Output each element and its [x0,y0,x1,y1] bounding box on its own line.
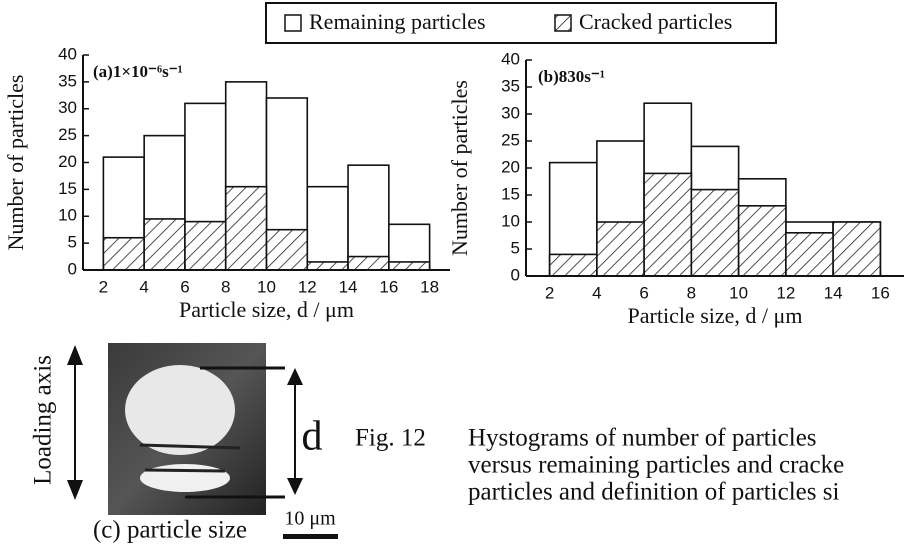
crack [139,443,241,450]
cracked-bar [184,220,227,271]
dimension-label: d [302,414,323,460]
legend-label: Cracked particles [579,9,732,34]
arrow-head [287,478,303,495]
loading-axis-label: Loading axis [30,355,57,485]
x-tick-label: 12 [298,277,317,296]
cracked-bar [347,255,390,271]
y-tick-label: 40 [501,49,520,68]
x-tick-label: 8 [221,277,230,296]
x-tick-label: 10 [257,277,276,296]
cracked-bar [690,188,740,277]
x-tick-label: 18 [420,277,439,296]
remaining-bar [306,185,349,271]
caption-line: Hystograms of number of particles [468,425,817,452]
crack [144,468,226,473]
cracked-bar [643,172,693,277]
cracked-bar [224,185,268,271]
cracked-bar [306,261,349,271]
caption-line: versus remaining particles and cracke [468,452,844,479]
particle [125,365,235,455]
y-tick-label: 35 [58,71,77,90]
y-tick-label: 15 [501,184,520,203]
legend-swatch [554,14,572,32]
legend: Remaining particles Cracked particles [284,9,732,34]
x-tick-label: 6 [639,283,648,302]
panel-title: (a)1×10⁻⁶s⁻¹ [93,62,183,81]
y-tick-label: 10 [58,206,77,225]
legend-swatch [284,14,302,32]
particle-fragment [140,464,230,492]
scale-bar [283,534,338,539]
cracked-bar [548,253,598,277]
legend-box [265,2,777,44]
cracked-bar [832,221,882,277]
y-tick-label: 15 [58,179,77,198]
y-tick-label: 20 [58,152,77,171]
x-tick-label: 10 [729,283,748,302]
cracked-bar [102,236,145,271]
y-axis-label: Number of particles [447,80,472,256]
cracked-bar [737,205,787,277]
y-tick-label: 10 [501,211,520,230]
x-axis-label: Particle size, d / μm [628,303,803,328]
caption-number: Fig. 12 [355,425,426,452]
y-tick-label: 5 [511,238,520,257]
y-tick-label: 25 [58,125,77,144]
x-tick-label: 16 [379,277,398,296]
remaining-bar [347,164,390,271]
cracked-bar [143,218,186,271]
caption-line: particles and definition of particles si [468,479,839,506]
cracked-bar [265,228,309,271]
x-tick-label: 2 [99,277,108,296]
y-tick-label: 0 [511,265,520,284]
x-tick-label: 4 [592,283,601,302]
legend-label: Remaining particles [309,9,486,34]
y-tick-label: 0 [68,259,77,278]
cracked-bar [785,232,834,277]
y-axis-label: Number of particles [3,75,28,251]
cracked-bar [388,261,431,271]
x-tick-label: 2 [545,283,554,302]
y-tick-label: 35 [501,76,520,95]
y-tick-label: 5 [68,233,77,252]
y-tick-label: 40 [58,44,77,63]
x-tick-label: 8 [687,283,696,302]
arrow-head [67,345,83,365]
panel-label: (c) particle size [93,517,247,544]
y-tick-label: 30 [58,98,77,117]
x-tick-label: 12 [776,283,795,302]
x-tick-label: 6 [180,277,189,296]
x-tick-label: 4 [139,277,148,296]
y-tick-label: 20 [501,157,520,176]
scale-bar-label: 10 μm [284,508,336,530]
y-tick-label: 25 [501,130,520,149]
arrow-head [67,480,83,500]
x-axis-label: Particle size, d / μm [179,297,354,322]
cracked-bar [596,221,645,277]
x-tick-label: 16 [871,283,890,302]
panel-title: (b)830s⁻¹ [538,67,605,86]
y-tick-label: 30 [501,103,520,122]
x-tick-label: 14 [824,283,843,302]
arrow-head [287,368,303,385]
x-tick-label: 14 [339,277,358,296]
